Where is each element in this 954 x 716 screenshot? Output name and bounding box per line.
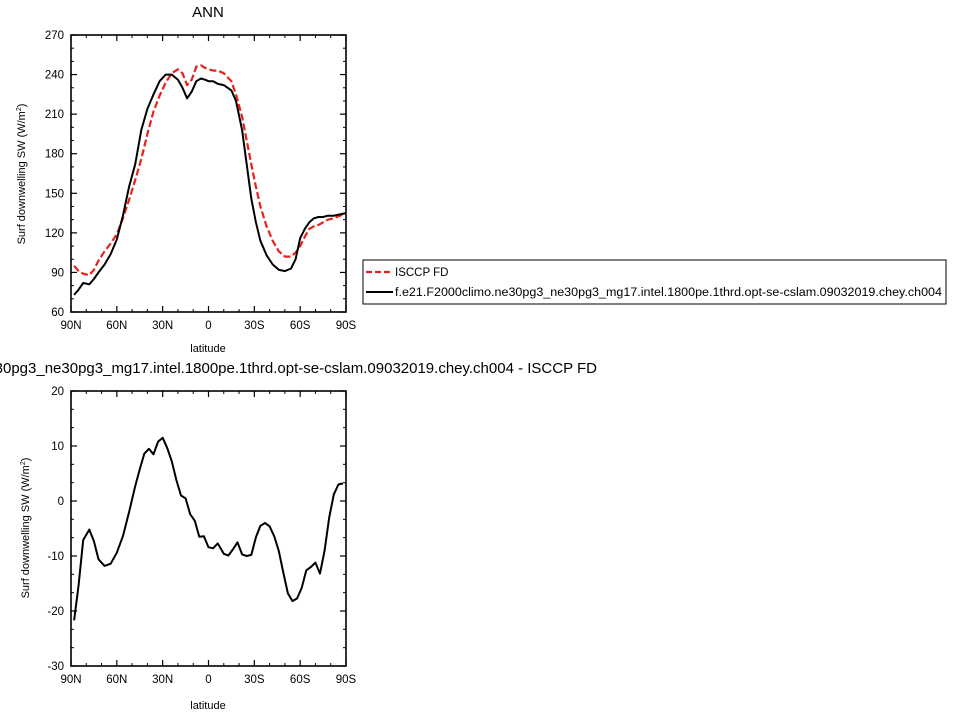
y-axis-label: Surf downwelling SW (W/m2) [20, 458, 32, 599]
y-tick-label: 90 [51, 267, 64, 279]
plot-frame [70, 390, 347, 667]
legend-box [362, 259, 947, 305]
y-axis-label: Surf downwelling SW (W/m2) [16, 104, 28, 245]
plot-frame [70, 34, 347, 313]
x-tick-label: 30N [152, 320, 173, 332]
series-lines [73, 64, 347, 296]
x-tick-label: 60N [106, 674, 127, 686]
x-tick-label: 30S [244, 320, 265, 332]
y-axis-label-main: Surf downwelling SW (W/m [16, 111, 28, 244]
x-tick-label: 60S [290, 674, 311, 686]
y-tick-label: 270 [45, 30, 64, 42]
x-axis-label: latitude [190, 700, 225, 712]
y-tick-label: 180 [45, 149, 64, 161]
legend-entry-model: f.e21.F2000climo.ne30pg3_ne30pg3_mg17.in… [395, 287, 943, 299]
x-axis-label: latitude [190, 343, 225, 355]
x-tick-label: 60N [106, 320, 127, 332]
x-tick-label: 90N [60, 320, 81, 332]
y-tick-label: 120 [45, 228, 64, 240]
y-tick-label: 60 [51, 307, 64, 319]
y-axis-label-superscript: 2 [20, 461, 27, 465]
x-tick-label: 90N [60, 674, 81, 686]
panel-difference: f.e21.F2000climo.ne30pg3_ne30pg3_mg17.in… [0, 360, 597, 712]
chart-title: f.e21.F2000climo.ne30pg3_ne30pg3_mg17.in… [0, 360, 597, 377]
x-axis-ticks: 90N 60N 30N 0 30S 60S 90S [60, 391, 357, 686]
chart-title: ANN [192, 4, 224, 21]
y-tick-label: -10 [47, 551, 64, 563]
y-axis-label-close: ) [16, 104, 28, 108]
x-tick-label: 30N [152, 674, 173, 686]
x-tick-label: 0 [205, 320, 211, 332]
y-axis-ticks: 60 90 120 150 180 210 240 270 [45, 30, 346, 319]
y-tick-label: 240 [45, 70, 64, 82]
y-tick-label: 150 [45, 188, 64, 200]
x-tick-label: 30S [244, 674, 265, 686]
y-axis-ticks: -30 -20 -10 0 10 20 [47, 386, 346, 673]
y-tick-label: -20 [47, 606, 64, 618]
y-axis-label-superscript: 2 [16, 107, 23, 111]
series-lines [73, 436, 344, 621]
legend-entry-isccp: ISCCP FD [395, 267, 448, 279]
x-tick-label: 90S [336, 320, 357, 332]
panel-annual-mean: ANN 60 90 120 150 180 210 240 270 90N 60N 30N 0 30S… [16, 4, 357, 355]
y-tick-label: -30 [47, 661, 64, 673]
y-axis-label-close: ) [20, 458, 32, 462]
y-tick-label: 210 [45, 109, 64, 121]
series-line-model [73, 73, 347, 296]
x-tick-label: 60S [290, 320, 311, 332]
x-tick-label: 0 [205, 674, 211, 686]
x-tick-label: 90S [336, 674, 357, 686]
legend: ISCCP FD f.e21.F2000climo.ne30pg3_ne30pg… [362, 259, 947, 305]
y-tick-label: 0 [58, 496, 64, 508]
y-tick-label: 20 [51, 386, 64, 398]
series-line-model [73, 436, 344, 621]
y-tick-label: 10 [51, 441, 64, 453]
y-axis-label-main: Surf downwelling SW (W/m [20, 465, 32, 598]
x-axis-ticks: 90N 60N 30N 0 30S 60S 90S [60, 35, 357, 332]
